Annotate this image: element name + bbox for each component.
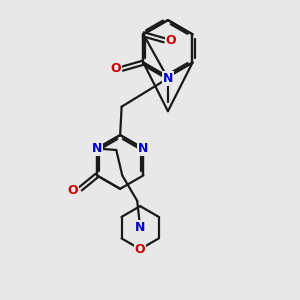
- Text: N: N: [135, 221, 146, 234]
- Text: O: O: [111, 62, 121, 75]
- Text: N: N: [163, 72, 173, 85]
- Text: N: N: [92, 142, 102, 155]
- Text: O: O: [166, 34, 176, 47]
- Text: O: O: [135, 243, 146, 256]
- Text: O: O: [68, 184, 78, 197]
- Text: N: N: [138, 142, 148, 155]
